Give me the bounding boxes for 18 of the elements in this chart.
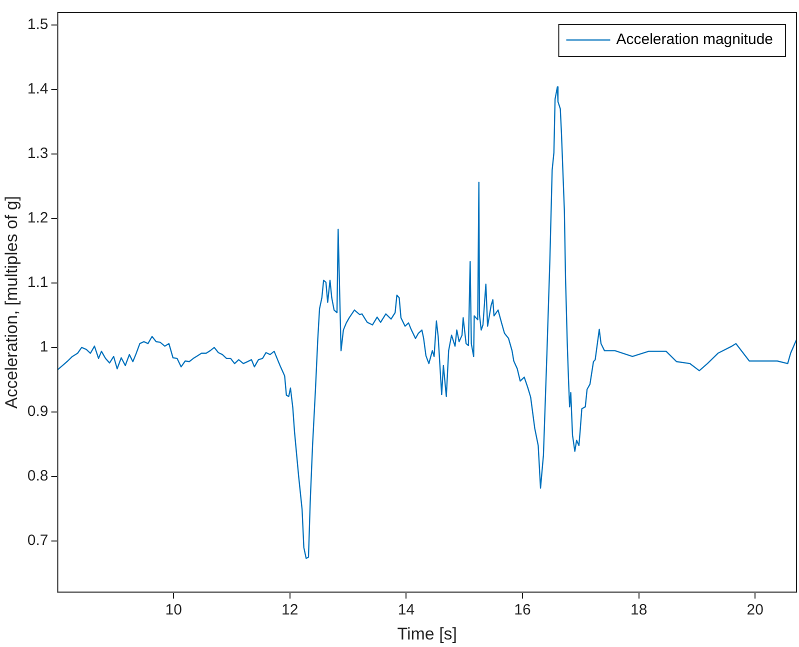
y-tick-label: 1.3 — [27, 145, 48, 162]
x-axis-title: Time [s] — [397, 624, 458, 644]
x-tick-label: 14 — [398, 602, 415, 619]
x-tick-label: 12 — [282, 602, 298, 619]
y-tick-label: 0.7 — [27, 532, 48, 550]
y-tick-label: 0.8 — [27, 468, 48, 485]
legend-label: Acceleration magnitude — [616, 31, 774, 48]
x-tick-label: 20 — [746, 602, 764, 619]
y-tick-label: 1.2 — [27, 210, 48, 227]
y-tick-label: 1.4 — [27, 80, 48, 98]
x-tick-label: 10 — [165, 602, 182, 619]
y-tick-label: 1 — [40, 338, 48, 356]
y-tick-label: 0.9 — [27, 403, 48, 420]
y-tick-label: 1.1 — [27, 274, 48, 292]
y-axis-title: Acceleration, [multiples of g] — [2, 196, 21, 409]
x-tick-label: 16 — [514, 602, 531, 619]
y-tick-label: 1.5 — [27, 16, 48, 34]
x-tick-label: 18 — [630, 602, 648, 619]
